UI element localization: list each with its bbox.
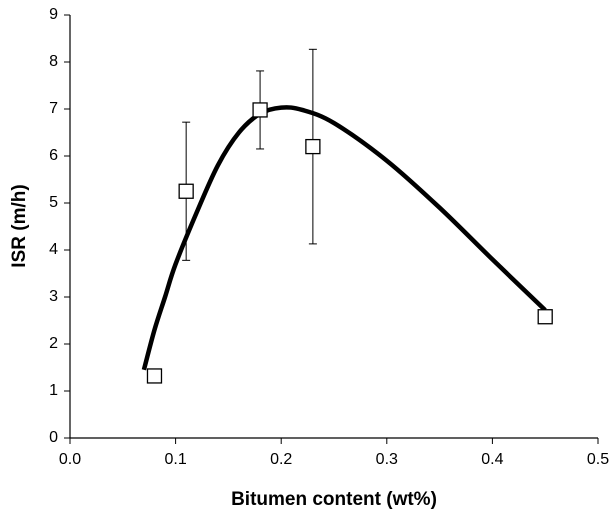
y-tick-label: 9 bbox=[49, 6, 58, 23]
x-tick-label: 0.1 bbox=[164, 451, 186, 468]
y-tick-label: 7 bbox=[49, 100, 58, 117]
y-tick-label: 4 bbox=[49, 241, 58, 258]
y-tick-label: 8 bbox=[49, 53, 58, 70]
x-tick-label: 0.3 bbox=[376, 451, 398, 468]
x-tick-label: 0.2 bbox=[270, 451, 292, 468]
x-tick-label: 0.0 bbox=[59, 451, 81, 468]
data-point bbox=[537, 309, 553, 325]
fit-curve bbox=[141, 105, 547, 371]
x-tick-label: 0.5 bbox=[587, 451, 609, 468]
data-point bbox=[178, 183, 194, 199]
y-tick-label: 0 bbox=[49, 429, 58, 446]
data-point bbox=[252, 102, 268, 118]
x-tick-label: 0.4 bbox=[481, 451, 503, 468]
y-tick-label: 2 bbox=[49, 335, 58, 352]
data-point bbox=[146, 368, 163, 384]
y-axis-title: ISR (m/h) bbox=[9, 184, 30, 267]
y-tick-label: 3 bbox=[49, 288, 58, 305]
data-point bbox=[305, 138, 321, 155]
y-tick-label: 5 bbox=[49, 194, 58, 211]
y-tick-label: 6 bbox=[49, 147, 58, 164]
x-axis-title: Bitumen content (wt%) bbox=[231, 489, 437, 510]
y-tick-label: 1 bbox=[49, 382, 58, 399]
